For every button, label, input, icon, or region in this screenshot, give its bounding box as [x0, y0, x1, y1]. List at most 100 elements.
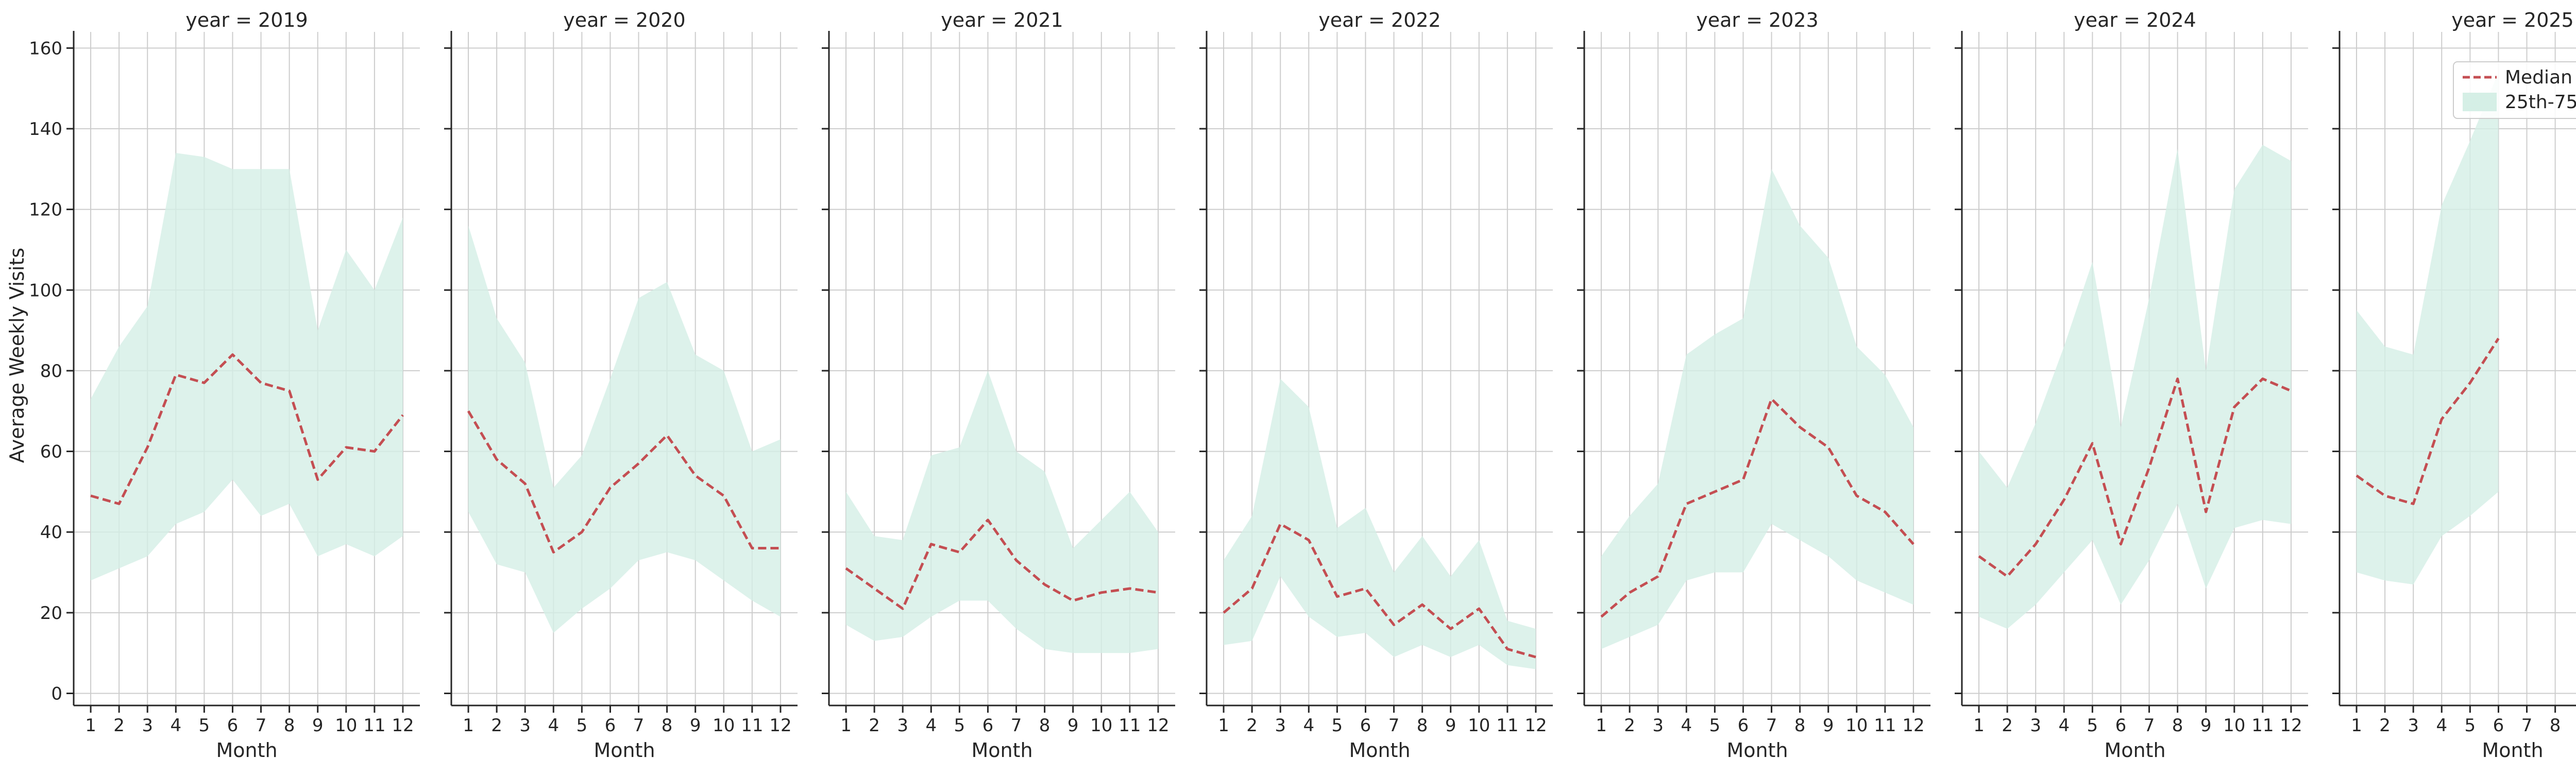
y-tick-label: 60: [40, 442, 62, 462]
x-tick-label: 12: [392, 715, 414, 736]
x-tick-label: 7: [256, 715, 267, 736]
percentile-band: [468, 225, 781, 633]
median-line: [1600, 398, 1914, 618]
x-tick-label: 10: [2223, 715, 2245, 736]
x-tick-label: 6: [1360, 715, 1371, 736]
x-tick-label: 12: [769, 715, 791, 736]
x-axis-label: Month: [971, 739, 1032, 762]
x-tick-label: 10: [335, 715, 357, 736]
x-tick-label: 7: [1011, 715, 1022, 736]
x-tick-label: 1: [1218, 715, 1229, 736]
x-tick-label: 6: [982, 715, 994, 736]
x-tick-label: 3: [2408, 715, 2419, 736]
x-tick-label: 3: [897, 715, 908, 736]
panel-title: year = 2022: [1318, 9, 1440, 31]
y-tick-label: 100: [29, 280, 62, 301]
x-tick-label: 5: [577, 715, 588, 736]
x-tick-label: 8: [2172, 715, 2183, 736]
x-axis-label: Month: [594, 739, 655, 762]
panel-title: year = 2023: [1696, 9, 1818, 31]
median-line: [90, 353, 404, 505]
y-tick-label: 160: [29, 38, 62, 59]
x-tick-label: 6: [227, 715, 239, 736]
x-tick-label: 1: [2351, 715, 2362, 736]
x-tick-label: 9: [312, 715, 324, 736]
x-tick-label: 3: [142, 715, 153, 736]
median-line: [845, 519, 1159, 610]
x-tick-label: 3: [1652, 715, 1664, 736]
x-tick-label: 10: [1468, 715, 1490, 736]
x-tick-label: 7: [1388, 715, 1400, 736]
percentile-band: [91, 152, 403, 581]
median-line: [2355, 337, 2500, 505]
x-tick-label: 12: [1524, 715, 1547, 736]
x-tick-label: 5: [1332, 715, 1343, 736]
x-tick-label: 5: [954, 715, 965, 736]
x-tick-label: 7: [2144, 715, 2155, 736]
x-tick-label: 6: [1738, 715, 1749, 736]
percentile-band: [846, 370, 1158, 653]
percentile-band: [1601, 169, 1913, 649]
median-line: [467, 410, 781, 554]
x-axis-label: Month: [2104, 739, 2165, 762]
x-tick-label: 1: [840, 715, 852, 736]
x-tick-label: 12: [1902, 715, 1924, 736]
x-tick-label: 4: [1681, 715, 1692, 736]
y-tick-label: 20: [40, 603, 62, 624]
y-tick-label: 80: [40, 361, 62, 382]
x-tick-label: 3: [519, 715, 531, 736]
x-tick-label: 5: [2087, 715, 2098, 736]
x-tick-label: 2: [869, 715, 880, 736]
x-tick-label: 7: [633, 715, 645, 736]
legend-band-swatch: [2463, 93, 2497, 111]
x-tick-label: 9: [2200, 715, 2212, 736]
panel-title: year = 2020: [563, 9, 685, 31]
x-tick-label: 11: [1496, 715, 1518, 736]
x-tick-label: 2: [491, 715, 502, 736]
x-tick-label: 8: [284, 715, 295, 736]
x-tick-label: 2: [2002, 715, 2013, 736]
x-axis-label: Month: [216, 739, 277, 762]
x-tick-label: 11: [2251, 715, 2274, 736]
x-tick-label: 1: [1596, 715, 1607, 736]
x-tick-label: 4: [925, 715, 937, 736]
x-tick-label: 3: [2030, 715, 2041, 736]
x-tick-label: 6: [2115, 715, 2127, 736]
x-tick-label: 10: [1090, 715, 1112, 736]
x-tick-label: 1: [463, 715, 474, 736]
x-tick-label: 5: [2465, 715, 2476, 736]
panel-title: year = 2024: [2074, 9, 2196, 31]
x-tick-label: 12: [2280, 715, 2302, 736]
x-tick-label: 2: [1624, 715, 1635, 736]
percentile-band: [2357, 72, 2499, 585]
x-tick-label: 1: [85, 715, 96, 736]
percentile-band: [1224, 378, 1536, 669]
x-tick-label: 9: [1823, 715, 1834, 736]
x-tick-label: 6: [2493, 715, 2504, 736]
x-axis-label: Month: [2482, 739, 2543, 762]
median-line: [1978, 377, 2292, 578]
panel-title: year = 2019: [185, 9, 308, 31]
x-tick-label: 1: [1973, 715, 1985, 736]
x-tick-label: 8: [1417, 715, 1428, 736]
y-tick-label: 40: [40, 522, 62, 543]
x-tick-label: 4: [1303, 715, 1314, 736]
y-axis-label: Average Weekly Visits: [6, 248, 28, 463]
x-tick-label: 8: [2550, 715, 2561, 736]
x-tick-label: 4: [2436, 715, 2447, 736]
y-tick-label: 0: [51, 684, 62, 704]
x-tick-label: 2: [2379, 715, 2391, 736]
x-tick-label: 4: [170, 715, 181, 736]
x-tick-label: 7: [2521, 715, 2533, 736]
x-tick-label: 11: [1118, 715, 1141, 736]
x-tick-label: 6: [605, 715, 616, 736]
